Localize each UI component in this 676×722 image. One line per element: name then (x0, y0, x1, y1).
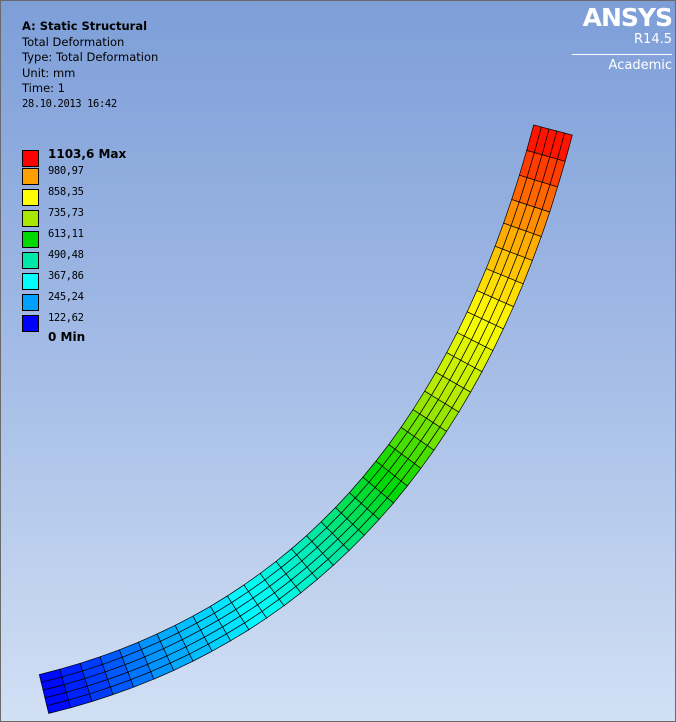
result-type: Type: Total Deformation (22, 50, 159, 64)
ansys-logo: ANSYS R14.5 Academic (572, 3, 673, 74)
legend-swatch-7 (22, 273, 39, 290)
legend-label: 858,35 (48, 186, 84, 198)
result-time: Time: 1 (22, 81, 65, 95)
legend-swatch-1 (22, 150, 39, 167)
legend-label: 490,48 (48, 249, 84, 261)
analysis-title: A: Static Structural (22, 19, 148, 33)
legend-label-max: 1103,6 Max (48, 147, 127, 161)
legend-label: 735,73 (48, 207, 84, 219)
legend-label: 367,86 (48, 270, 84, 282)
result-date: 28.10.2013 16:42 (22, 97, 117, 110)
legend-label: 122,62 (48, 312, 84, 324)
legend-swatch-8 (22, 294, 39, 311)
legend-swatch-9 (22, 315, 39, 332)
legend-swatch-4 (22, 210, 39, 227)
result-unit: Unit: mm (22, 65, 76, 80)
logo-brand: ANSYS (582, 3, 673, 32)
logo-version: R14.5 (634, 32, 672, 47)
legend-swatch-3 (22, 189, 39, 206)
mesh-element (557, 132, 573, 162)
logo-divider (572, 54, 672, 55)
logo-edition: Academic (608, 58, 672, 73)
legend-label: 980,97 (48, 165, 84, 177)
legend-label: 613,11 (48, 228, 84, 240)
legend-label: 245,24 (48, 291, 84, 303)
result-name: Total Deformation (22, 34, 125, 49)
result-info-block: A: Static Structural Total Deformation T… (22, 19, 158, 112)
legend-label-min: 0 Min (48, 330, 86, 344)
legend-swatch-5 (22, 231, 39, 248)
legend-swatch-6 (22, 252, 39, 269)
legend-swatch-2 (22, 168, 39, 185)
